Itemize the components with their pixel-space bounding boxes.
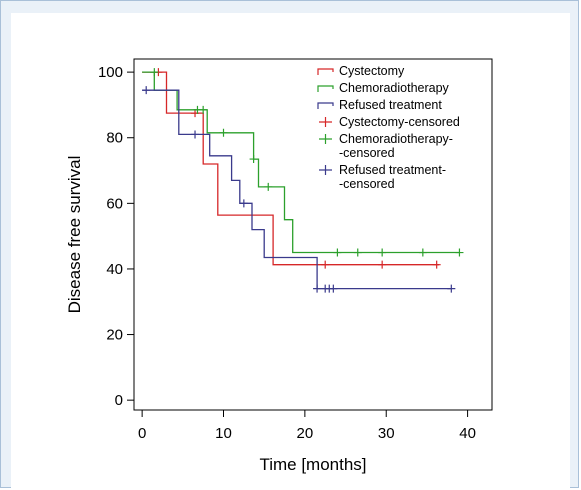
censored-marker-chemoradiotherapy: [249, 155, 258, 164]
x-tick-label: 10: [215, 425, 232, 442]
censored-marker-refused-treatment: [329, 284, 338, 293]
censored-marker-chemoradiotherapy: [378, 248, 387, 257]
y-axis-label: Disease free survival: [65, 156, 84, 314]
legend-plus-symbol: [319, 165, 332, 175]
legend-step-symbol: [317, 85, 334, 92]
plot-frame: [133, 58, 493, 411]
y-tick-label: 0: [115, 392, 123, 409]
censored-marker-chemoradiotherapy: [353, 248, 362, 257]
y-tick-label: 20: [106, 327, 123, 344]
censored-marker-cystectomy: [321, 260, 330, 269]
legend-item: Refused treatment: [317, 98, 442, 112]
censored-marker-refused-treatment: [142, 86, 151, 95]
legend-item: Chemoradiotherapy--censored: [319, 132, 453, 160]
censored-marker-chemoradiotherapy: [333, 248, 342, 257]
censored-marker-refused-treatment: [191, 130, 200, 139]
legend-item: Cystectomy: [317, 64, 405, 78]
censored-marker-refused-treatment: [313, 284, 322, 293]
censored-marker-chemoradiotherapy: [264, 182, 273, 191]
legend-item: Chemoradiotherapy: [317, 81, 450, 95]
x-tick-label: 20: [297, 425, 314, 442]
y-tick-label: 80: [106, 130, 123, 147]
x-tick-label: 30: [378, 425, 395, 442]
legend-label: Chemoradiotherapy: [339, 81, 450, 95]
legend-step-symbol: [317, 68, 334, 75]
legend-plus-symbol: [319, 134, 332, 144]
x-axis-ticks: 0 10 20 30 40: [138, 410, 476, 442]
x-tick-label: 0: [138, 425, 146, 442]
legend-step-symbol: [317, 102, 334, 109]
censored-marker-refused-treatment: [239, 199, 248, 208]
series-line-cystectomy: [142, 71, 440, 266]
legend-label: Cystectomy: [339, 64, 405, 78]
legend-label: Chemoradiotherapy-: [339, 132, 453, 146]
y-axis-ticks: 0 20 40 60 80 100: [98, 64, 134, 409]
censored-marker-chemoradiotherapy: [150, 68, 159, 77]
censored-marker-cystectomy: [378, 260, 387, 269]
series-layer: [142, 68, 464, 293]
censored-marker-chemoradiotherapy: [199, 105, 208, 114]
censored-marker-chemoradiotherapy: [455, 248, 464, 257]
legend-label: Refused treatment-: [339, 163, 446, 177]
axes: [133, 58, 493, 411]
censored-marker-refused-treatment: [447, 284, 456, 293]
censored-marker-chemoradiotherapy: [219, 128, 228, 137]
legend-label: -censored: [339, 146, 395, 160]
censored-marker-chemoradiotherapy: [418, 248, 427, 257]
legend-label: Cystectomy-censored: [339, 115, 460, 129]
legend-plus-symbol: [319, 117, 332, 127]
x-axis-label: Time [months]: [259, 455, 366, 474]
legend-label: Refused treatment: [339, 98, 442, 112]
y-tick-label: 100: [98, 64, 123, 81]
legend-item: Cystectomy-censored: [319, 115, 460, 129]
x-tick-label: 40: [459, 425, 476, 442]
legend-item: Refused treatment--censored: [319, 163, 446, 191]
censored-marker-cystectomy: [432, 260, 441, 269]
legend: Cystectomy Chemoradiotherapy Refused treat…: [317, 64, 460, 191]
y-tick-label: 60: [106, 195, 123, 212]
y-tick-label: 40: [106, 261, 123, 278]
legend-label: -censored: [339, 177, 395, 191]
